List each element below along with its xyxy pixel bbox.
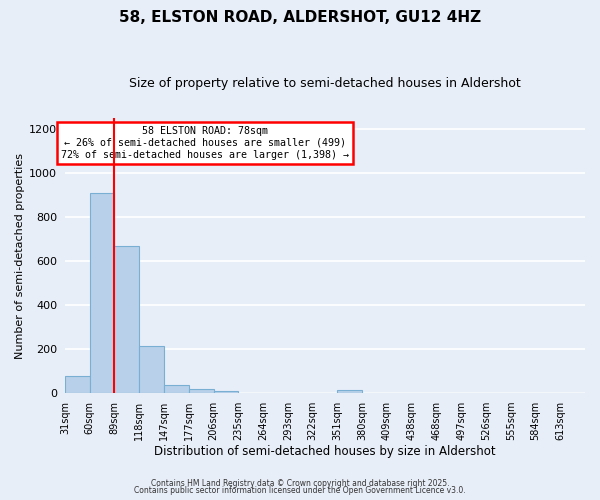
X-axis label: Distribution of semi-detached houses by size in Aldershot: Distribution of semi-detached houses by … xyxy=(154,444,496,458)
Title: Size of property relative to semi-detached houses in Aldershot: Size of property relative to semi-detach… xyxy=(129,78,521,90)
Bar xyxy=(337,390,362,393)
Bar xyxy=(189,389,214,393)
Text: 58 ELSTON ROAD: 78sqm
← 26% of semi-detached houses are smaller (499)
72% of sem: 58 ELSTON ROAD: 78sqm ← 26% of semi-deta… xyxy=(61,126,349,160)
Bar xyxy=(139,346,164,393)
Text: 58, ELSTON ROAD, ALDERSHOT, GU12 4HZ: 58, ELSTON ROAD, ALDERSHOT, GU12 4HZ xyxy=(119,10,481,25)
Bar xyxy=(89,193,115,393)
Bar xyxy=(115,246,139,393)
Bar xyxy=(164,386,189,393)
Bar xyxy=(65,376,89,393)
Y-axis label: Number of semi-detached properties: Number of semi-detached properties xyxy=(15,152,25,358)
Text: Contains public sector information licensed under the Open Government Licence v3: Contains public sector information licen… xyxy=(134,486,466,495)
Text: Contains HM Land Registry data © Crown copyright and database right 2025.: Contains HM Land Registry data © Crown c… xyxy=(151,478,449,488)
Bar xyxy=(214,391,238,393)
